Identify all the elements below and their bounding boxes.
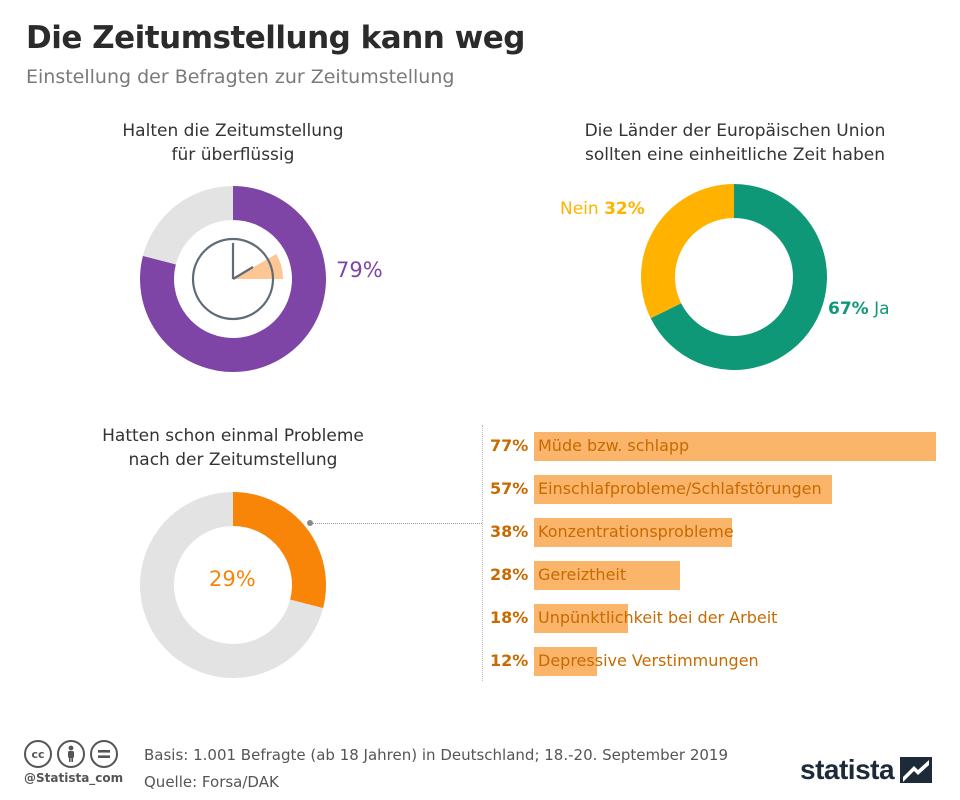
logo-text: statista — [800, 754, 895, 785]
bar-category-label: Unpünktlichkeit bei der Arbeit — [538, 608, 778, 627]
cc-text: cc — [31, 747, 45, 761]
problems-donut — [139, 492, 326, 678]
bar-category-label: Müde bzw. schlapp — [538, 436, 690, 455]
connector-dot — [307, 520, 313, 526]
donut-slice-problems — [233, 492, 326, 609]
page-subtitle: Einstellung der Befragten zur Zeitumstel… — [26, 66, 455, 88]
bar-row: 12% Depressive Verstimmungen — [482, 640, 942, 683]
bar-value-label: 38% — [490, 522, 529, 541]
donut-slice-superfluous-rest — [142, 186, 233, 265]
bar-value-label: 12% — [490, 651, 529, 670]
bar-fill — [534, 647, 597, 676]
eu-no-pct: 32% — [604, 199, 645, 219]
donut-slice-no-problems — [139, 492, 324, 678]
source-block: Basis: 1.001 Befragte (ab 18 Jahren) in … — [144, 742, 728, 796]
bar-value-label: 18% — [490, 608, 529, 627]
clock-face — [191, 237, 275, 321]
statista-logo[interactable]: statista — [800, 753, 933, 787]
eu-no-label: Nein 32% — [560, 199, 645, 219]
donut-slice-no — [641, 184, 734, 319]
bar-fill — [534, 561, 681, 590]
bar-row: 18% Unpünktlichkeit bei der Arbeit — [482, 597, 942, 640]
basis-text: Basis: 1.001 Befragte (ab 18 Jahren) in … — [144, 746, 729, 764]
problems-title-line2: nach der Zeitumstellung — [128, 450, 338, 470]
clock-hour-hand — [232, 266, 254, 280]
eu-no-text: Nein — [560, 199, 599, 219]
bar-category-label: Konzentrationsprobleme — [538, 522, 734, 541]
eu-title-line1: Die Länder der Europäischen Union — [584, 121, 886, 141]
logo-mark-icon — [900, 757, 933, 783]
bar-value-label: 57% — [490, 479, 529, 498]
page-title: Die Zeitumstellung kann weg — [26, 20, 525, 56]
bar-category-label: Depressive Verstimmungen — [538, 651, 759, 670]
bar-row: 57% Einschlafprobleme/Schlafstörungen — [482, 468, 942, 511]
eu-yes-text: Ja — [874, 299, 890, 319]
bar-fill — [534, 432, 936, 461]
person-icon — [57, 740, 85, 768]
cc-icon: cc — [24, 740, 52, 768]
bar-fill — [534, 475, 832, 504]
problems-pct-label: 29% — [209, 567, 256, 591]
equals-icon — [90, 740, 118, 768]
donut-slice-superfluous — [140, 186, 326, 372]
source-text: Quelle: Forsa/DAK — [144, 773, 279, 791]
problems-title-line1: Hatten schon einmal Probleme — [102, 426, 364, 446]
bar-category-label: Gereiztheit — [538, 565, 627, 584]
superfluous-title: Halten die Zeitumstellung für überflüssi… — [83, 119, 383, 167]
superfluous-donut — [140, 186, 326, 372]
eu-title: Die Länder der Europäischen Union sollte… — [565, 119, 905, 167]
problems-title: Hatten schon einmal Probleme nach der Ze… — [83, 424, 383, 472]
eu-yes-label: 67% Ja — [828, 299, 890, 319]
bar-value-label: 77% — [490, 436, 529, 455]
symptom-bar-chart: 77% Müde bzw. schlapp 57% Einschlafprobleme… — [482, 425, 942, 681]
superfluous-title-line2: für überflüssig — [171, 145, 295, 165]
bar-row: 28% Gereiztheit — [482, 554, 942, 597]
clock-icon — [191, 237, 283, 321]
bar-axis-line — [482, 425, 483, 681]
statista-handle[interactable]: @Statista_com — [24, 771, 124, 785]
eu-title-line2: sollten eine einheitliche Zeit haben — [585, 145, 885, 165]
bar-value-label: 28% — [490, 565, 529, 584]
eu-donut — [641, 184, 827, 370]
bar-row: 77% Müde bzw. schlapp — [482, 425, 942, 468]
bar-fill — [534, 604, 628, 633]
eu-yes-pct: 67% — [828, 299, 869, 319]
superfluous-pct-label: 79% — [336, 258, 383, 282]
bar-row: 38% Konzentrationsprobleme — [482, 511, 942, 554]
bar-fill — [534, 518, 733, 547]
connector-line — [310, 523, 482, 524]
donut-slice-yes — [650, 184, 827, 370]
license-icons: cc — [24, 740, 118, 768]
superfluous-title-line1: Halten die Zeitumstellung — [122, 121, 344, 141]
bar-category-label: Einschlafprobleme/Schlafstörungen — [538, 479, 822, 498]
